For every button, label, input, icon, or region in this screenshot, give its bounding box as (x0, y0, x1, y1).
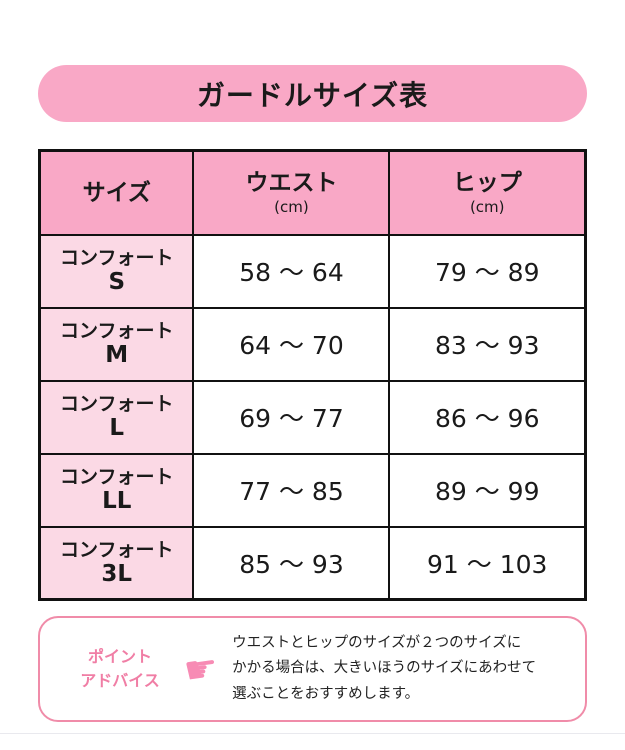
hip-value: 89 ～ 99 (388, 452, 587, 528)
size-code-label: LL (102, 487, 132, 514)
header-hip-label: ヒップ (452, 169, 522, 196)
size-series-label: コンフォート (60, 319, 174, 342)
size-cell: コンフォート S (38, 233, 195, 309)
size-series-label: コンフォート (60, 246, 174, 269)
title-banner: ガードルサイズ表 (38, 65, 587, 122)
header-hip-unit: (cm) (469, 197, 505, 216)
header-waist-label: ウエスト (245, 169, 338, 196)
advice-text: ウエストとヒップのサイズが２つのサイズに かかる場合は、大きいほうのサイズにあわ… (232, 631, 569, 707)
table-row: コンフォート L 69 ～ 77 86 ～ 96 (38, 379, 587, 455)
page-title: ガードルサイズ表 (196, 78, 429, 112)
hip-value: 86 ～ 96 (388, 379, 587, 455)
table-row: コンフォート LL 77 ～ 85 89 ～ 99 (38, 452, 587, 528)
table-row: コンフォート M 64 ～ 70 83 ～ 93 (38, 306, 587, 382)
size-cell: コンフォート LL (38, 452, 195, 528)
size-series-label: コンフォート (60, 392, 174, 415)
advice-label-line2: アドバイス (80, 671, 160, 690)
advice-box: ポイント アドバイス ☛ ウエストとヒップのサイズが２つのサイズに かかる場合は… (38, 616, 587, 722)
header-hip: ヒップ (cm) (388, 149, 587, 236)
size-table: サイズ ウエスト (cm) ヒップ (cm) コンフォート S 58 ～ 64 (38, 149, 587, 601)
size-cell: コンフォート 3L (38, 525, 195, 601)
advice-label-line1: ポイント (87, 647, 152, 666)
advice-text-line: かかる場合は、大きいほうのサイズにあわせて (232, 660, 537, 677)
table-row: コンフォート S 58 ～ 64 79 ～ 89 (38, 233, 587, 309)
advice-text-line: ウエストとヒップのサイズが２つのサイズに (232, 634, 522, 651)
hip-value: 91 ～ 103 (388, 525, 587, 601)
size-code-label: S (108, 268, 126, 295)
size-cell: コンフォート M (38, 306, 195, 382)
header-waist: ウエスト (cm) (192, 149, 391, 236)
waist-value: 85 ～ 93 (192, 525, 391, 601)
table-row: コンフォート 3L 85 ～ 93 91 ～ 103 (38, 525, 587, 601)
waist-value: 69 ～ 77 (192, 379, 391, 455)
size-code-label: 3L (101, 560, 133, 587)
advice-text-line: 選ぶことをおすすめします。 (232, 685, 420, 702)
table-header-row: サイズ ウエスト (cm) ヒップ (cm) (38, 149, 587, 236)
header-size: サイズ (38, 149, 195, 236)
size-code-label: M (105, 341, 129, 368)
hip-value: 79 ～ 89 (388, 233, 587, 309)
section-divider (0, 733, 625, 734)
header-size-label: サイズ (82, 179, 151, 206)
hip-value: 83 ～ 93 (388, 306, 587, 382)
size-cell: コンフォート L (38, 379, 195, 455)
size-series-label: コンフォート (60, 538, 174, 561)
advice-label: ポイント アドバイス (64, 645, 176, 693)
header-waist-unit: (cm) (274, 197, 309, 216)
waist-value: 58 ～ 64 (192, 233, 391, 309)
size-code-label: L (109, 414, 125, 441)
waist-value: 77 ～ 85 (192, 452, 391, 528)
size-series-label: コンフォート (60, 465, 174, 488)
pointing-hand-icon: ☛ (181, 644, 221, 694)
waist-value: 64 ～ 70 (192, 306, 391, 382)
